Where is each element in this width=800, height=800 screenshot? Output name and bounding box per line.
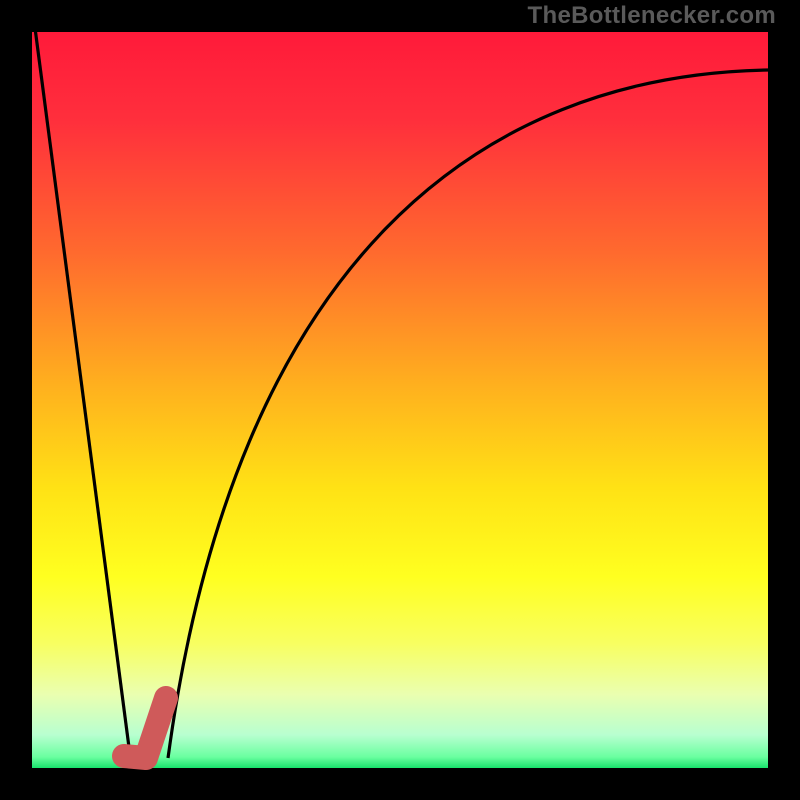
plot-area — [32, 32, 768, 768]
chart-svg — [0, 0, 800, 800]
